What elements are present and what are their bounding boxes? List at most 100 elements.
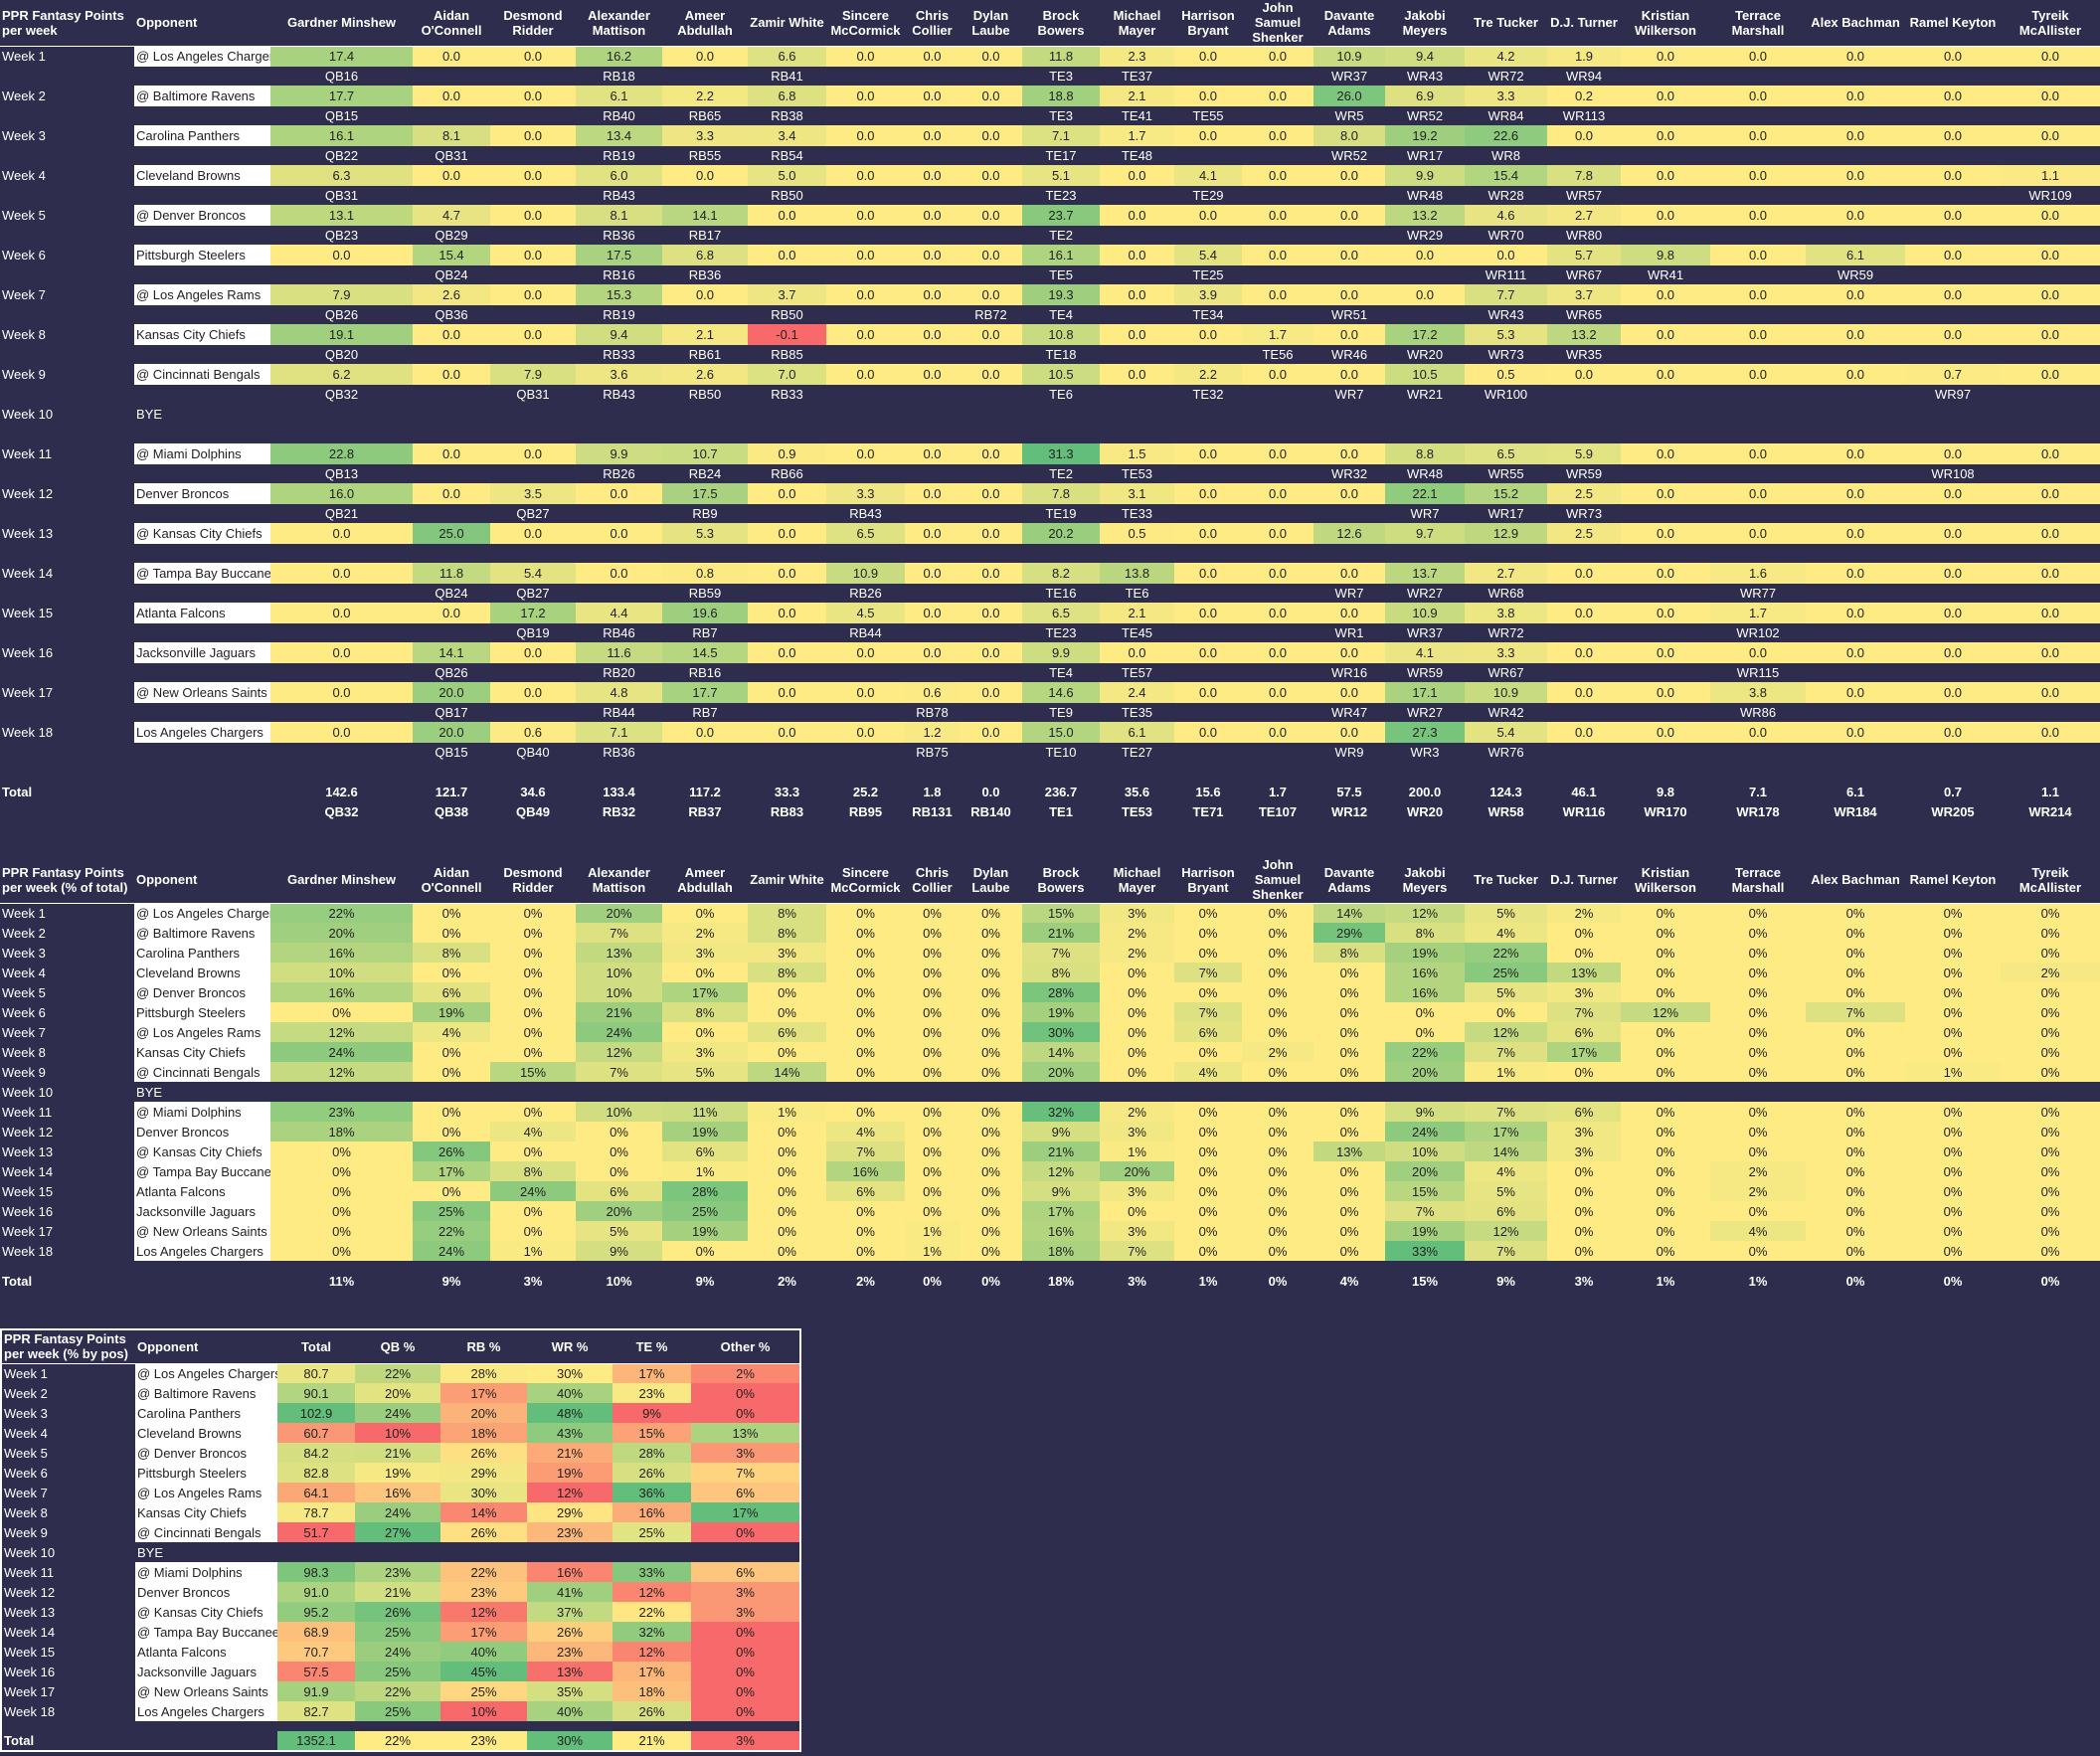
value-cell: 19% [1022,1002,1100,1022]
rank-cell [1621,146,1710,165]
total-cell: 35.6 [1124,785,1150,799]
total-label: Total [2,785,33,799]
value-cell: 0.0 [413,86,490,106]
value-cell: 0.0 [1621,682,1710,703]
value-cell: 0.0 [270,722,413,743]
player-header: Zamir White [748,0,826,47]
value-cell: 0% [2001,1022,2100,1042]
value-cell: 0% [2001,1141,2100,1161]
rank-cell [662,186,748,205]
value-cell: 0% [748,1201,826,1221]
value-cell: 12% [1621,1002,1710,1022]
value-cell: 0.0 [1547,722,1621,743]
rank-cell: RB16 [603,267,635,282]
value-cell: 12% [270,1022,413,1042]
rank-cell [1100,544,1174,563]
rank-cell: WR3 [1410,745,1440,760]
rank-cell [490,464,576,483]
value-cell: 18.8 [1022,86,1100,106]
value-cell: 2% [1710,1181,1806,1201]
value-cell: 7.1 [576,722,662,743]
value-cell: 0% [2001,1241,2100,1261]
value-cell: 0.0 [2001,443,2100,464]
opponent-cell: @ Los Angeles Chargers [134,903,270,923]
value-cell: 18% [612,1681,691,1701]
value-cell: 0% [2001,1181,2100,1201]
value-cell: 20% [440,1403,527,1423]
rank-cell [1242,623,1313,642]
value-cell: 0% [1174,943,1242,963]
value-cell: 0% [2001,923,2100,943]
total-cell: 200.0 [1408,785,1442,799]
value-cell: 0% [748,1002,826,1022]
value-cell: 0% [960,943,1022,963]
value-cell: 0.0 [1621,483,1710,504]
rank-cell: WR67 [1488,665,1524,680]
rank-cell: WR17 [1406,148,1444,163]
value-cell: 3% [691,1602,800,1622]
value-cell: 0% [826,1042,905,1062]
rank-cell [662,305,748,324]
value-cell: 0.0 [748,245,826,265]
value-cell: 0% [2001,1062,2100,1082]
total-cell: 3% [1574,1273,1594,1289]
week-row: Week 11 @ Miami Dolphins 98.3 23% 22% 16% 33% 6… [1,1562,800,1582]
value-cell: 19.1 [270,324,413,345]
value-cell: 0.0 [1313,603,1385,623]
total-cell: 33.3 [774,785,800,799]
value-cell: 17% [612,1662,691,1681]
value-cell: 0.0 [960,603,1022,623]
value-cell: 18% [270,1122,413,1141]
value-cell: 4.7 [413,205,490,226]
week-row: Week 9 @ Cincinnati Bengals 6.2 0.0 7.9 3.6 2.… [0,364,2100,385]
value-cell: 0% [1174,1181,1242,1201]
total-rank-cell: QB49 [516,804,550,819]
value-cell: 17.2 [490,603,576,623]
total-cell: 1% [1748,1273,1768,1289]
value-cell: 40% [527,1701,612,1721]
rank-cell: TE29 [1192,188,1224,203]
value-cell: 20.0 [413,682,490,703]
opponent-cell: Cleveland Browns [135,1423,277,1443]
value-cell: 2% [1242,1042,1313,1062]
value-cell: 17.7 [662,682,748,703]
value-cell: 20% [1022,1062,1100,1082]
value-cell: 15% [612,1423,691,1443]
value-cell: 0% [826,1201,905,1221]
value-cell: 0% [2001,1002,2100,1022]
value-cell: 1% [905,1221,960,1241]
value-cell: 3.6 [576,364,662,385]
value-cell: 0% [1547,923,1621,943]
value-cell: 84.2 [277,1443,355,1463]
value-cell: 8.1 [413,125,490,146]
rank-cell [1710,265,1806,284]
value-cell: 0.0 [490,642,576,663]
value-cell: 0% [691,1662,800,1681]
total-rank-cell: RB95 [848,804,883,819]
value-cell: 0% [662,1022,748,1042]
rank-cell [2001,146,2100,165]
rank-cell [490,226,576,245]
value-cell: 0.0 [1242,86,1313,106]
value-cell: 25.0 [413,523,490,544]
rank-cell [960,345,1022,364]
value-cell: 0% [1100,1002,1174,1022]
rank-cell: RB85 [771,347,803,362]
value-cell: 7% [826,1141,905,1161]
value-cell: 10.5 [1022,364,1100,385]
value-cell: 0.0 [1100,205,1174,226]
value-cell: 11.8 [1022,46,1100,67]
total-cell: 3% [523,1273,543,1289]
value-cell: 0% [2001,1221,2100,1241]
value-cell: 20% [576,903,662,923]
week-label: Week 18 [2,725,54,740]
value-cell: 0% [413,963,490,982]
week-label: Week 4 [2,965,46,980]
rank-cell: QB31 [435,148,468,163]
value-cell: 0.0 [1806,46,1905,67]
value-cell: 0.0 [490,86,576,106]
value-cell: 1.7 [1100,125,1174,146]
rank-cell [1621,584,1710,603]
rank-cell: RB50 [771,307,803,322]
value-cell: 0% [1710,943,1806,963]
